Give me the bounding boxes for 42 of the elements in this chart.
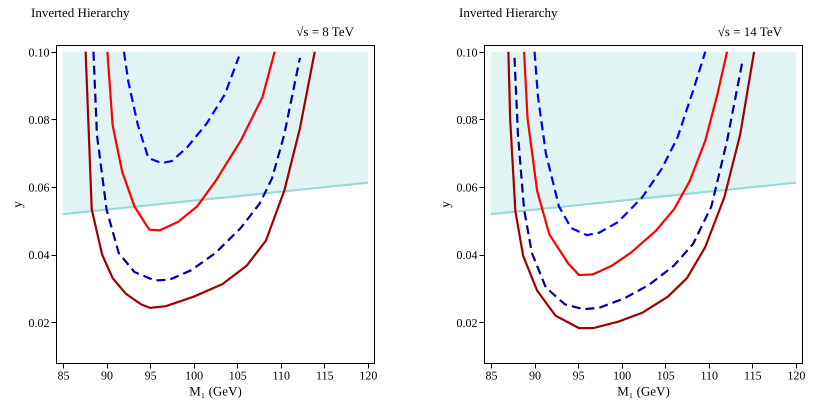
chart-title: Inverted Hierarchy — [31, 5, 130, 20]
y-tick-label: 0.08 — [456, 112, 478, 127]
line-series — [522, 50, 728, 276]
y-tick-label: 0.08 — [28, 112, 50, 127]
y-tick-label: 0.04 — [28, 248, 50, 262]
x-tick-label: 105 — [656, 368, 675, 382]
text: √s = 8 TeV — [296, 24, 355, 39]
x-tick-label: 85 — [485, 368, 498, 382]
x-tick-label: 90 — [529, 368, 542, 382]
x-tick-label: 85 — [57, 368, 70, 382]
x-tick-label: 120 — [359, 368, 378, 382]
y-tick-label: 0.04 — [456, 248, 478, 262]
y-tick-label: 0.02 — [28, 316, 50, 330]
x-tick-label: 90 — [101, 368, 114, 382]
x-tick-label: 105 — [228, 368, 247, 382]
x-axis-title: M₁ (GeV) — [617, 384, 670, 398]
x-tick-label: 100 — [185, 368, 204, 382]
x-tick-label: 110 — [700, 368, 718, 382]
x-tick-label: 115 — [316, 368, 334, 382]
x-tick-label: 95 — [572, 368, 585, 382]
line-series — [84, 50, 316, 309]
x-tick-label: 120 — [787, 368, 806, 382]
text: √s = 14 TeV — [718, 24, 783, 39]
chart-title: Inverted Hierarchy — [459, 5, 558, 20]
line-series — [533, 50, 706, 236]
y-tick-label: 0.02 — [456, 316, 478, 330]
line-series — [507, 50, 756, 330]
x-tick-label: 95 — [144, 368, 157, 382]
y-tick-label: 0.10 — [28, 45, 50, 60]
line-series — [106, 50, 276, 232]
y-axis-title: y — [438, 200, 452, 208]
x-axis-title: M₁ (GeV) — [189, 384, 242, 398]
y-axis-title: y — [10, 200, 24, 208]
line-series — [513, 56, 744, 310]
x-tick-label: 100 — [613, 368, 632, 382]
y-tick-label: 0.10 — [456, 45, 478, 60]
y-tick-label: 0.06 — [28, 180, 50, 195]
line-series — [122, 50, 240, 164]
x-tick-label: 115 — [744, 368, 762, 382]
y-tick-label: 0.06 — [456, 180, 478, 195]
line-series — [92, 50, 302, 282]
x-tick-label: 110 — [272, 368, 290, 382]
